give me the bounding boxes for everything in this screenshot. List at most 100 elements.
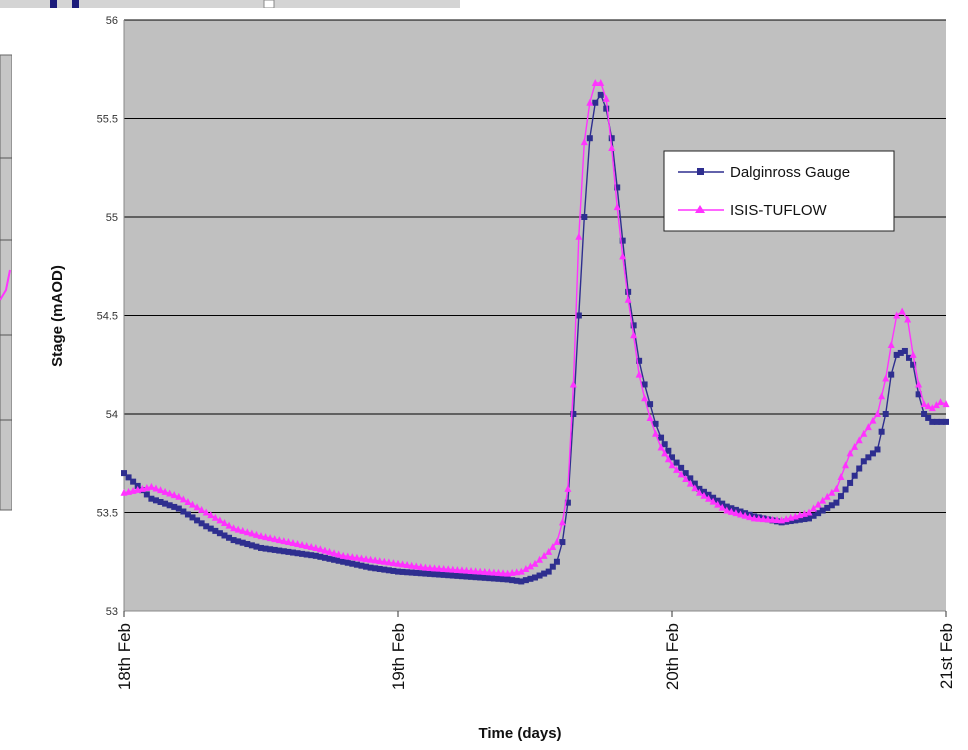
data-point [709, 497, 717, 505]
data-point [395, 568, 401, 575]
data-point [180, 508, 187, 515]
data-point [422, 570, 429, 577]
data-point [381, 566, 388, 573]
data-point [932, 401, 940, 409]
data-point [299, 550, 306, 557]
data-point [171, 503, 178, 510]
data-point [597, 91, 604, 98]
data-point [271, 535, 279, 543]
data-point [289, 549, 296, 556]
data-point [810, 504, 818, 512]
data-point [755, 514, 763, 522]
data-point [335, 550, 343, 558]
data-point [928, 404, 936, 412]
data-point [592, 99, 599, 106]
data-point [558, 518, 566, 526]
data-point [878, 428, 885, 435]
data-point [121, 470, 127, 477]
data-point [436, 571, 443, 578]
data-point [625, 288, 632, 295]
fragment-blue-bar [72, 0, 79, 12]
data-point [641, 394, 649, 402]
data-point [412, 562, 420, 570]
data-point [348, 553, 356, 561]
data-point [494, 568, 502, 576]
data-point [824, 504, 831, 511]
y-axis-title: Stage (mAOD) [49, 265, 66, 367]
data-point [435, 564, 443, 572]
data-point [878, 392, 886, 400]
data-point [166, 502, 173, 509]
data-point [860, 429, 868, 437]
data-point [608, 144, 616, 152]
y-tick-label: 56 [106, 15, 118, 27]
data-point [613, 203, 621, 211]
data-point [472, 567, 480, 575]
data-point [661, 441, 668, 448]
data-point [193, 503, 201, 511]
data-point [647, 401, 654, 408]
data-point [385, 567, 392, 574]
data-point [308, 552, 315, 559]
data-point [657, 443, 665, 451]
data-point [559, 539, 566, 546]
data-point [614, 184, 621, 191]
data-point [864, 423, 872, 431]
data-point [449, 565, 457, 573]
data-point [746, 513, 754, 521]
data-point [832, 484, 840, 492]
data-point [882, 411, 889, 417]
data-point [252, 530, 260, 538]
data-point [597, 79, 605, 87]
series-1 [120, 79, 950, 577]
data-point [619, 237, 626, 244]
data-point [906, 354, 913, 361]
data-point [162, 500, 169, 507]
data-point [175, 505, 182, 512]
data-point [353, 553, 361, 561]
data-point [603, 105, 610, 112]
legend-box [663, 150, 895, 232]
data-point [148, 495, 155, 502]
data-point [468, 573, 475, 580]
data-point [317, 553, 324, 560]
data-point [686, 479, 694, 487]
data-point [458, 566, 466, 574]
data-point [221, 532, 228, 539]
data-point [463, 573, 470, 580]
data-point [652, 420, 659, 427]
data-point [212, 527, 219, 534]
data-point [526, 562, 534, 570]
data-point [499, 569, 507, 577]
data-point [851, 442, 859, 450]
data-point [326, 555, 333, 562]
data-point [344, 552, 352, 560]
data-point [527, 575, 534, 582]
data-point [321, 554, 328, 561]
data-point [198, 505, 206, 513]
data-point [705, 494, 713, 502]
data-point [235, 538, 242, 545]
data-point [893, 311, 901, 319]
data-point [226, 534, 233, 541]
data-point [198, 520, 205, 527]
data-point [815, 510, 822, 517]
data-point [453, 565, 461, 573]
data-point [262, 545, 269, 552]
data-point [426, 563, 434, 571]
data-point [518, 578, 525, 585]
data-point [541, 570, 548, 577]
data-point [399, 568, 406, 575]
data-point [445, 572, 452, 579]
data-point [801, 516, 808, 523]
data-point [294, 540, 302, 548]
data-point [898, 307, 906, 315]
data-point [316, 545, 324, 553]
data-point [194, 517, 201, 524]
data-point [517, 567, 525, 575]
data-point [545, 568, 552, 575]
data-point [727, 507, 735, 515]
data-point [522, 577, 529, 584]
data-point [909, 350, 917, 358]
